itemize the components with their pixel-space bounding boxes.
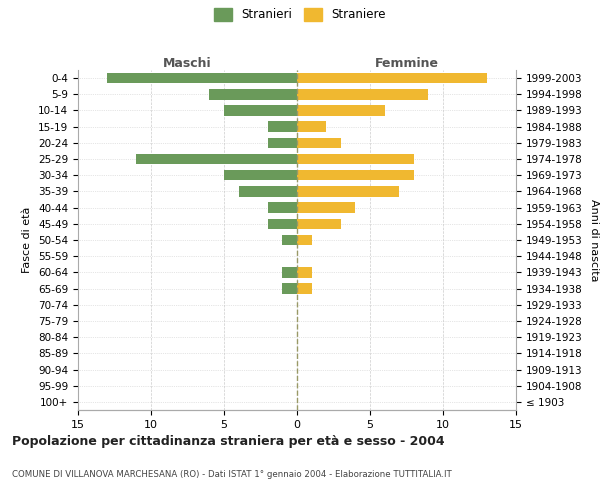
Bar [297, 218, 341, 229]
Bar [209, 89, 297, 100]
Bar [297, 122, 326, 132]
Bar [268, 122, 297, 132]
Bar [297, 267, 311, 278]
Y-axis label: Fasce di età: Fasce di età [22, 207, 32, 273]
Bar [297, 73, 487, 84]
Bar [297, 154, 414, 164]
Text: Popolazione per cittadinanza straniera per età e sesso - 2004: Popolazione per cittadinanza straniera p… [12, 435, 445, 448]
Bar [224, 170, 297, 180]
Bar [239, 186, 297, 196]
Bar [297, 284, 311, 294]
Bar [297, 186, 399, 196]
Bar [297, 138, 341, 148]
Bar [107, 73, 297, 84]
Bar [297, 105, 385, 116]
Text: Maschi: Maschi [163, 57, 212, 70]
Bar [297, 89, 428, 100]
Bar [268, 202, 297, 213]
Bar [297, 234, 311, 246]
Bar [297, 170, 414, 180]
Bar [283, 267, 297, 278]
Bar [268, 218, 297, 229]
Bar [224, 105, 297, 116]
Text: Femmine: Femmine [374, 57, 439, 70]
Bar [136, 154, 297, 164]
Bar [283, 234, 297, 246]
Text: COMUNE DI VILLANOVA MARCHESANA (RO) - Dati ISTAT 1° gennaio 2004 - Elaborazione : COMUNE DI VILLANOVA MARCHESANA (RO) - Da… [12, 470, 452, 479]
Legend: Stranieri, Straniere: Stranieri, Straniere [214, 8, 386, 22]
Bar [283, 284, 297, 294]
Bar [297, 202, 355, 213]
Bar [268, 138, 297, 148]
Y-axis label: Anni di nascita: Anni di nascita [589, 198, 599, 281]
